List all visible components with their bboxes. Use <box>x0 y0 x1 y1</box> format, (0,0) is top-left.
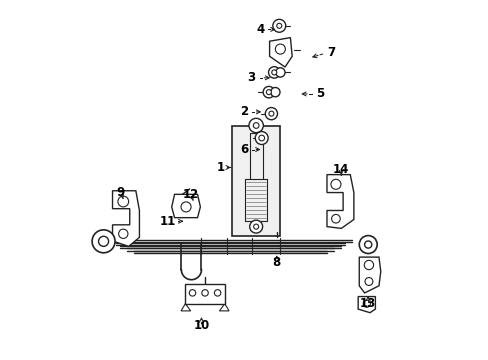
Circle shape <box>249 220 262 233</box>
Circle shape <box>331 215 340 223</box>
Polygon shape <box>326 175 353 228</box>
Circle shape <box>275 44 285 54</box>
Circle shape <box>270 87 280 97</box>
Text: 7: 7 <box>326 46 334 59</box>
Bar <box>231 126 280 235</box>
Text: 2: 2 <box>240 105 247 118</box>
Circle shape <box>266 90 271 95</box>
Polygon shape <box>357 297 375 313</box>
Circle shape <box>181 202 191 212</box>
Text: 9: 9 <box>117 186 124 199</box>
Polygon shape <box>269 38 292 67</box>
Circle shape <box>330 179 340 189</box>
Text: 13: 13 <box>359 297 376 310</box>
Circle shape <box>275 68 285 77</box>
Text: 6: 6 <box>239 143 247 156</box>
Circle shape <box>272 19 285 32</box>
Circle shape <box>202 290 208 296</box>
Text: 5: 5 <box>316 87 324 100</box>
Circle shape <box>364 241 371 248</box>
Polygon shape <box>219 304 228 311</box>
Circle shape <box>214 290 221 296</box>
Circle shape <box>248 118 263 133</box>
Circle shape <box>253 123 259 129</box>
Circle shape <box>271 70 276 75</box>
Circle shape <box>118 196 128 207</box>
Text: 4: 4 <box>255 23 264 36</box>
Text: 10: 10 <box>193 319 209 332</box>
Circle shape <box>268 111 273 116</box>
Bar <box>185 284 224 304</box>
Circle shape <box>364 260 373 270</box>
Circle shape <box>189 290 195 296</box>
Circle shape <box>253 224 258 229</box>
Circle shape <box>119 229 128 238</box>
Circle shape <box>92 230 115 253</box>
Polygon shape <box>359 257 380 293</box>
Circle shape <box>359 235 376 253</box>
Polygon shape <box>171 194 200 218</box>
Text: 14: 14 <box>332 163 349 176</box>
Circle shape <box>276 23 281 28</box>
Circle shape <box>364 278 372 285</box>
Circle shape <box>99 236 108 246</box>
Text: 12: 12 <box>182 188 199 201</box>
Text: 8: 8 <box>272 256 280 269</box>
Polygon shape <box>112 191 139 246</box>
Circle shape <box>263 86 274 98</box>
Circle shape <box>268 67 280 78</box>
Text: 1: 1 <box>216 161 224 174</box>
Text: 11: 11 <box>160 215 176 228</box>
Circle shape <box>258 135 264 141</box>
Circle shape <box>265 108 277 120</box>
Polygon shape <box>181 304 190 311</box>
Text: 3: 3 <box>246 71 255 84</box>
Circle shape <box>255 132 267 144</box>
Circle shape <box>363 300 369 307</box>
